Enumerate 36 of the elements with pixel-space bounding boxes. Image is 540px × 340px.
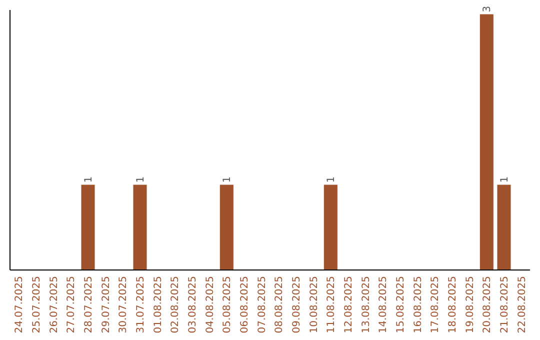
x-tick-label: 01.08.2025 — [152, 276, 164, 334]
x-tick-label: 09.08.2025 — [292, 276, 302, 334]
x-tick-label: 16.08.2025 — [412, 276, 424, 334]
x-tick-label: 19.08.2025 — [464, 276, 476, 334]
x-tick-label: 26.07.2025 — [48, 276, 60, 334]
x-tick-label: 17.08.2025 — [430, 276, 442, 334]
x-tick-label: 22.08.2025 — [516, 276, 528, 334]
x-tick-label: 27.07.2025 — [66, 276, 78, 334]
x-tick-label: 18.08.2025 — [448, 276, 458, 334]
x-tick-label: 31.07.2025 — [136, 276, 146, 334]
x-tick-label: 08.08.2025 — [274, 276, 286, 334]
x-tick-label: 10.08.2025 — [308, 276, 320, 334]
x-tick-label: 14.08.2025 — [378, 276, 390, 334]
x-tick-label: 07.08.2025 — [256, 276, 268, 334]
x-tick-label: 06.08.2025 — [240, 276, 250, 334]
x-tick-label: 13.08.2025 — [360, 276, 372, 334]
x-tick-label: 29.07.2025 — [100, 276, 112, 334]
data-label: 1 — [500, 176, 510, 183]
x-tick-label: 20.08.2025 — [482, 276, 494, 334]
x-tick-label: 24.07.2025 — [14, 276, 26, 334]
x-tick-label: 12.08.2025 — [344, 276, 354, 334]
data-label: 1 — [84, 176, 94, 183]
x-tick-label: 03.08.2025 — [188, 276, 198, 334]
x-tick-label: 30.07.2025 — [118, 276, 130, 334]
x-tick-label: 04.08.2025 — [204, 276, 216, 334]
data-label: 1 — [136, 176, 146, 183]
data-label: 3 — [482, 6, 494, 12]
data-label: 1 — [222, 176, 234, 183]
x-tick-label: 28.07.2025 — [84, 276, 94, 334]
x-tick-label: 02.08.2025 — [170, 276, 182, 334]
data-label: 1 — [326, 176, 338, 183]
x-tick-label: 25.07.2025 — [32, 276, 42, 334]
x-tick-label: 15.08.2025 — [396, 276, 406, 334]
x-tick-label: 05.08.2025 — [222, 276, 234, 334]
x-tick-label: 11.08.2025 — [326, 276, 338, 334]
x-tick-label: 21.08.2025 — [500, 276, 510, 334]
